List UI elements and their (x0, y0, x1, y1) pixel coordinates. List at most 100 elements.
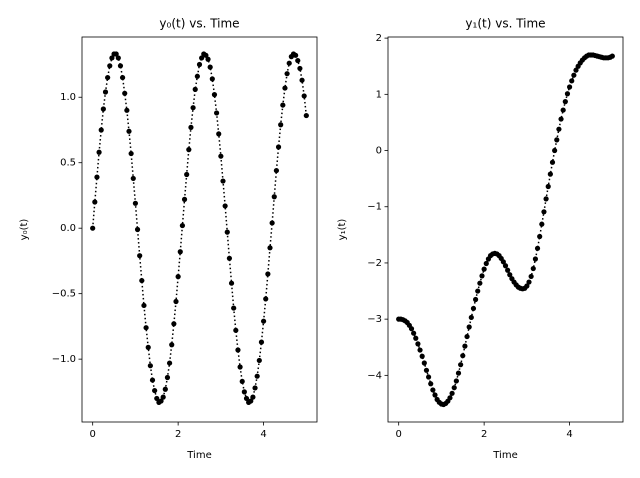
y-tick-label: 1 (376, 89, 382, 100)
data-point (532, 256, 539, 262)
data-point (160, 394, 166, 400)
data-point (524, 283, 530, 289)
data-point (479, 273, 485, 279)
y-tick-label: 0 (376, 146, 382, 157)
data-point (228, 280, 235, 286)
data-point (166, 360, 173, 366)
data-point (239, 378, 245, 385)
data-point (293, 52, 299, 58)
data-point (280, 102, 286, 108)
data-point (415, 341, 421, 347)
data-point (147, 363, 153, 369)
y-tick-label: 1.0 (60, 92, 76, 103)
data-point (154, 395, 160, 402)
axes-frame (387, 36, 624, 423)
data-point (141, 302, 147, 309)
data-point (432, 392, 438, 398)
data-point (252, 385, 258, 391)
data-point (260, 318, 267, 324)
data-point (128, 150, 134, 157)
data-point (541, 209, 547, 215)
data-point (124, 107, 130, 113)
data-point (273, 167, 280, 174)
data-point (164, 374, 171, 381)
data-point (213, 110, 220, 116)
data-point (430, 387, 436, 393)
data-point (218, 153, 224, 159)
data-point (462, 343, 468, 349)
data-point (100, 106, 106, 112)
y-tick-label: −1 (367, 202, 382, 213)
data-point (192, 86, 198, 92)
data-point (134, 226, 141, 233)
data-point (205, 56, 211, 62)
y-tick-label: −4 (367, 370, 382, 381)
data-point (199, 55, 205, 61)
data-point (122, 90, 128, 96)
data-point (421, 360, 427, 366)
data-point (117, 63, 124, 69)
data-point (299, 77, 305, 83)
data-point (297, 65, 303, 72)
data-point (137, 253, 143, 259)
data-point (547, 171, 553, 177)
data-point (453, 378, 459, 384)
data-point (237, 364, 243, 370)
data-point (152, 387, 158, 394)
data-point (92, 199, 98, 205)
data-point (295, 57, 301, 64)
x-tick-label: 4 (566, 429, 572, 440)
data-point (530, 265, 536, 272)
data-point (543, 196, 549, 202)
data-point (258, 339, 265, 345)
data-point (475, 288, 481, 294)
y-axis-label: y₁(t) (337, 219, 348, 241)
data-point (222, 203, 228, 209)
data-point (169, 342, 175, 348)
data-point (455, 370, 462, 376)
data-point (186, 147, 192, 153)
data-point (573, 67, 579, 73)
data-point (571, 72, 577, 78)
data-point (241, 389, 247, 395)
data-point (250, 394, 256, 400)
data-point (411, 330, 417, 336)
data-point (226, 255, 233, 261)
data-point (278, 122, 284, 128)
data-point (560, 107, 566, 113)
x-tick-label: 2 (481, 429, 487, 440)
data-point (105, 74, 111, 81)
data-point (107, 63, 113, 69)
data-point (115, 55, 121, 61)
data-point (464, 333, 470, 340)
data-point (458, 362, 464, 368)
data-point (220, 178, 226, 184)
y-tick-label: 0.5 (60, 158, 76, 169)
data-point (139, 277, 145, 284)
data-point (171, 321, 177, 327)
data-point (282, 85, 288, 91)
y-tick-label: −2 (367, 258, 382, 269)
data-point (162, 386, 168, 392)
y-tick-label: −0.5 (52, 289, 76, 300)
data-point (507, 272, 513, 278)
data-point (470, 305, 477, 312)
data-point (609, 53, 615, 59)
y-axis-label: y₀(t) (19, 219, 30, 241)
data-point (413, 335, 419, 341)
data-point (132, 200, 139, 206)
data-point (190, 105, 196, 111)
data-point (254, 373, 260, 379)
data-point (158, 398, 164, 404)
data-point (483, 260, 489, 267)
data-point (184, 171, 190, 178)
chart-title: y₀(t) vs. Time (159, 17, 239, 31)
data-point (207, 64, 213, 70)
data-point (231, 305, 237, 311)
y-tick-label: −3 (367, 314, 382, 325)
x-tick-label: 0 (395, 429, 401, 440)
data-point (211, 92, 218, 98)
data-point (90, 225, 96, 231)
data-point (265, 271, 271, 277)
